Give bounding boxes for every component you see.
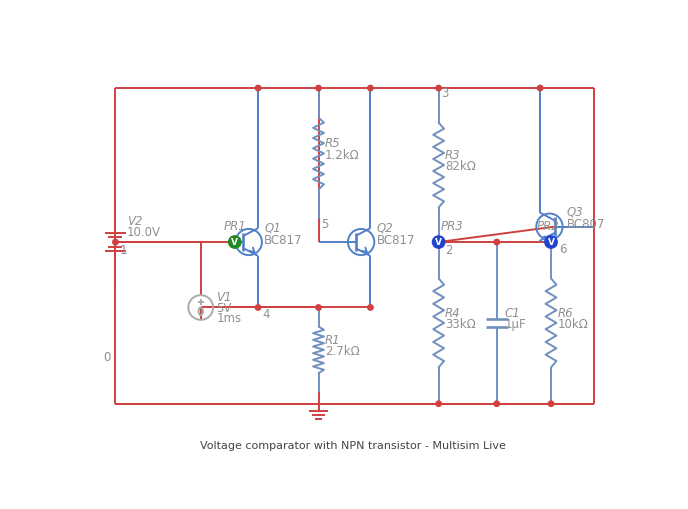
Text: BC817: BC817 <box>264 234 303 246</box>
Text: 2.7kΩ: 2.7kΩ <box>325 345 359 358</box>
Circle shape <box>255 86 261 91</box>
Text: 1: 1 <box>119 244 127 258</box>
Circle shape <box>436 86 441 91</box>
Text: Q2: Q2 <box>376 221 394 234</box>
Text: BC807: BC807 <box>566 218 605 231</box>
Text: Voltage comparator with NPN transistor - Multisim Live: Voltage comparator with NPN transistor -… <box>200 441 506 451</box>
Text: 1ms: 1ms <box>216 312 241 325</box>
Text: V: V <box>231 238 238 247</box>
Circle shape <box>436 239 441 245</box>
Text: PR1: PR1 <box>224 220 247 234</box>
Circle shape <box>367 86 373 91</box>
Circle shape <box>113 239 118 245</box>
Text: R1: R1 <box>325 334 341 347</box>
Circle shape <box>545 236 557 248</box>
Text: 82kΩ: 82kΩ <box>445 160 475 174</box>
Text: Q1: Q1 <box>264 221 281 234</box>
Text: 2: 2 <box>445 244 452 258</box>
Circle shape <box>494 239 499 245</box>
Circle shape <box>316 305 321 310</box>
Circle shape <box>548 401 554 406</box>
Text: 6: 6 <box>559 243 566 256</box>
Text: 10.0V: 10.0V <box>127 226 161 239</box>
Circle shape <box>255 305 261 310</box>
Circle shape <box>537 86 543 91</box>
Circle shape <box>433 236 445 248</box>
Text: 0: 0 <box>103 351 111 364</box>
Text: 5V: 5V <box>216 302 232 315</box>
Text: R4: R4 <box>445 307 460 320</box>
Circle shape <box>494 401 499 406</box>
Text: V1: V1 <box>216 291 232 304</box>
Text: PR3: PR3 <box>441 220 464 233</box>
Text: 3: 3 <box>441 87 449 100</box>
Circle shape <box>367 305 373 310</box>
Text: R6: R6 <box>557 307 573 320</box>
Text: 1µF: 1µF <box>504 318 526 331</box>
Circle shape <box>228 236 241 248</box>
Text: V2: V2 <box>127 215 142 228</box>
Text: 1.2kΩ: 1.2kΩ <box>325 149 359 162</box>
Circle shape <box>548 239 554 245</box>
Text: V: V <box>435 238 442 247</box>
Text: PR2: PR2 <box>537 220 560 234</box>
Text: 5: 5 <box>321 218 329 231</box>
Text: 4: 4 <box>262 308 270 321</box>
Text: Q3: Q3 <box>566 206 583 219</box>
Text: R3: R3 <box>445 149 460 162</box>
Circle shape <box>316 86 321 91</box>
Text: C1: C1 <box>504 307 520 320</box>
Text: BC817: BC817 <box>376 234 415 246</box>
Text: 10kΩ: 10kΩ <box>557 318 588 331</box>
Text: V: V <box>548 238 555 247</box>
Text: R5: R5 <box>325 137 341 150</box>
Text: 33kΩ: 33kΩ <box>445 318 475 331</box>
Circle shape <box>436 401 441 406</box>
